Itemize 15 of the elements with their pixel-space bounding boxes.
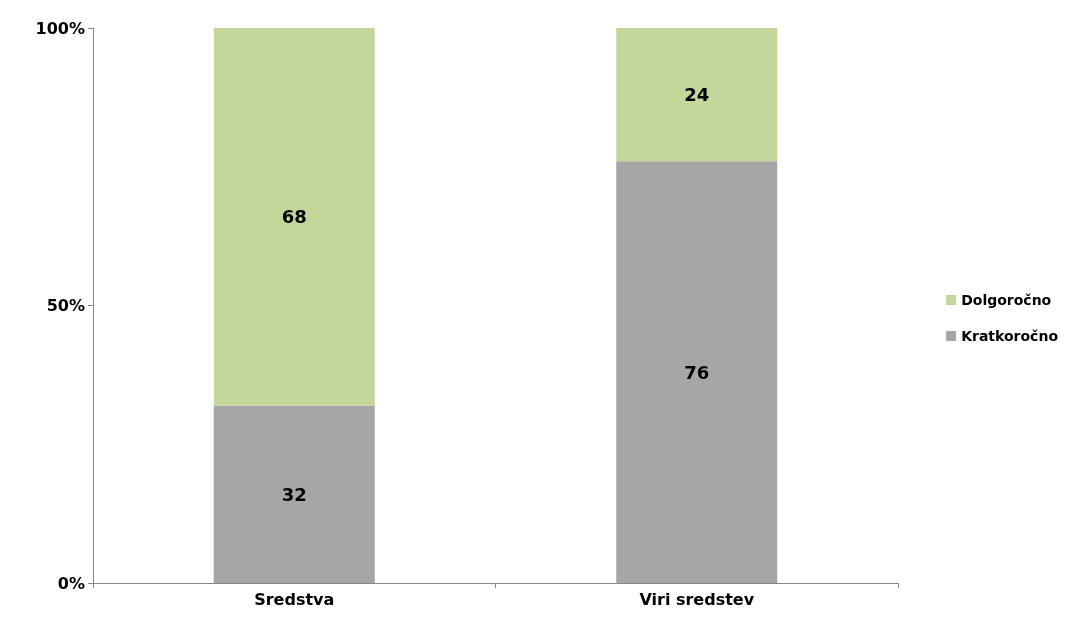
data-label: 76 <box>684 361 710 383</box>
x-tick-label: Sredstva <box>254 589 335 609</box>
legend-label: Dolgoročno <box>961 292 1052 308</box>
data-label: 24 <box>684 84 710 106</box>
y-tick-label: 100% <box>35 18 85 38</box>
bar <box>616 28 778 162</box>
bar <box>213 28 375 406</box>
data-label: 68 <box>281 206 307 228</box>
x-tick-label: Viri sredstev <box>639 589 755 609</box>
bar <box>616 161 778 583</box>
y-tick-label: 0% <box>57 573 85 593</box>
legend-label: Kratkoročno <box>961 328 1059 344</box>
data-label: 32 <box>281 483 307 505</box>
bar <box>213 405 375 583</box>
y-tick-label: 50% <box>46 296 85 315</box>
